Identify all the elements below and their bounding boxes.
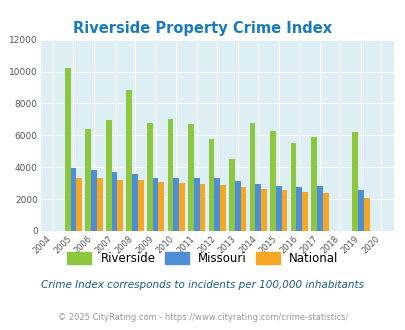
Bar bbox=[322, 193, 328, 231]
Bar bbox=[111, 172, 117, 231]
Bar bbox=[147, 123, 152, 231]
Bar bbox=[193, 178, 199, 231]
Bar bbox=[275, 185, 281, 231]
Bar bbox=[85, 129, 91, 231]
Bar bbox=[138, 180, 143, 231]
Legend: Riverside, Missouri, National: Riverside, Missouri, National bbox=[64, 248, 341, 269]
Bar bbox=[70, 168, 76, 231]
Bar bbox=[311, 137, 316, 231]
Bar bbox=[106, 120, 111, 231]
Bar bbox=[126, 90, 132, 231]
Text: © 2025 CityRating.com - https://www.cityrating.com/crime-statistics/: © 2025 CityRating.com - https://www.city… bbox=[58, 313, 347, 322]
Bar bbox=[316, 185, 322, 231]
Bar bbox=[188, 124, 193, 231]
Bar bbox=[352, 132, 357, 231]
Bar bbox=[296, 187, 301, 231]
Bar bbox=[240, 187, 246, 231]
Bar bbox=[91, 170, 97, 231]
Bar bbox=[290, 143, 296, 231]
Bar bbox=[173, 178, 179, 231]
Bar bbox=[234, 181, 240, 231]
Bar bbox=[208, 139, 214, 231]
Text: Riverside Property Crime Index: Riverside Property Crime Index bbox=[73, 21, 332, 36]
Bar bbox=[260, 189, 266, 231]
Bar bbox=[357, 189, 363, 231]
Text: Crime Index corresponds to incidents per 100,000 inhabitants: Crime Index corresponds to incidents per… bbox=[41, 280, 364, 290]
Bar bbox=[65, 68, 70, 231]
Bar bbox=[228, 159, 234, 231]
Bar bbox=[132, 174, 138, 231]
Bar bbox=[363, 198, 369, 231]
Bar bbox=[270, 130, 275, 231]
Bar bbox=[301, 192, 307, 231]
Bar bbox=[179, 183, 184, 231]
Bar bbox=[158, 182, 164, 231]
Bar bbox=[76, 178, 82, 231]
Bar bbox=[167, 119, 173, 231]
Bar bbox=[117, 180, 123, 231]
Bar bbox=[249, 122, 255, 231]
Bar bbox=[199, 184, 205, 231]
Bar bbox=[152, 178, 158, 231]
Bar bbox=[220, 185, 225, 231]
Bar bbox=[255, 184, 260, 231]
Bar bbox=[214, 178, 220, 231]
Bar bbox=[281, 190, 287, 231]
Bar bbox=[97, 178, 102, 231]
